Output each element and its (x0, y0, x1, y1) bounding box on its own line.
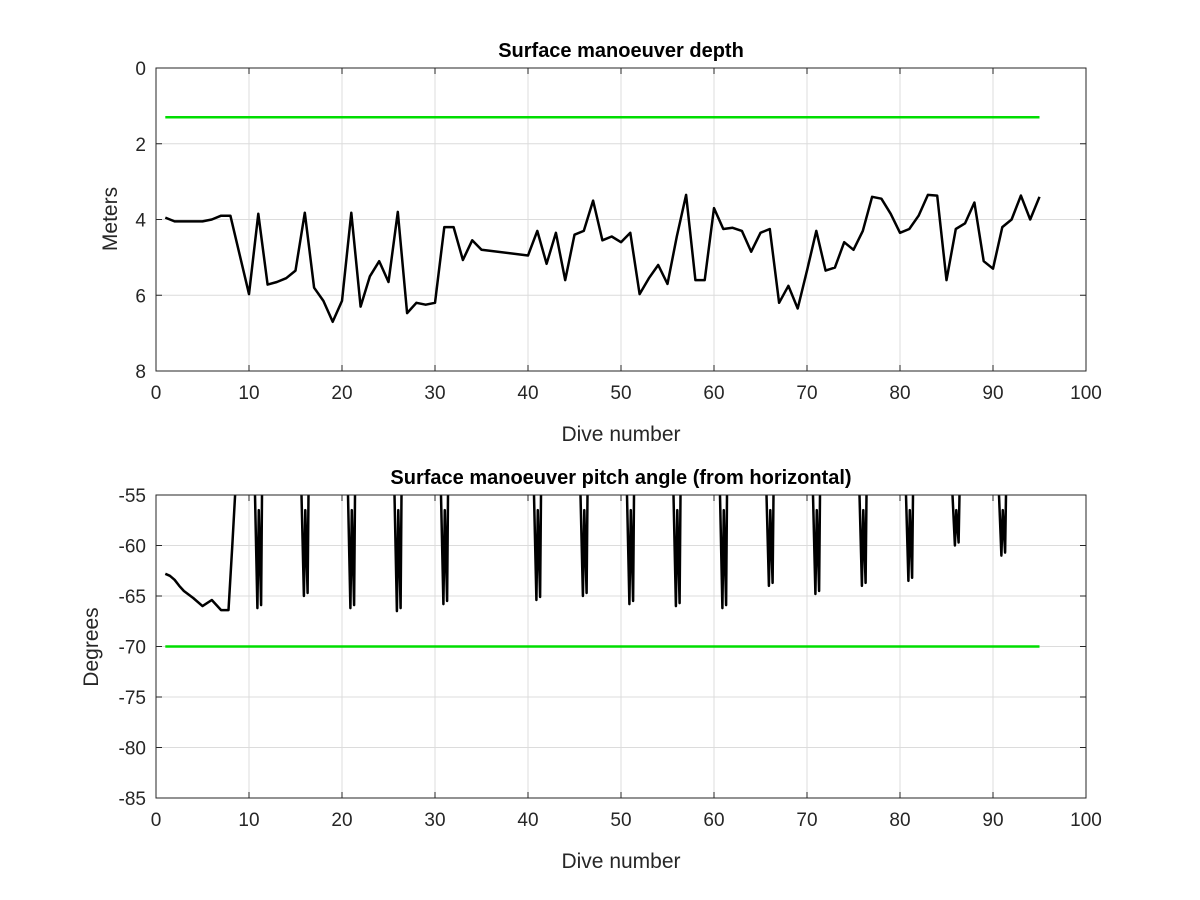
depth-y-tick-label: 8 (135, 362, 146, 383)
pitch-x-tick-label: 10 (238, 810, 259, 831)
depth-x-tick-label: 90 (982, 383, 1003, 404)
depth-x-tick-label: 10 (238, 383, 259, 404)
pitch-x-tick-label: 50 (610, 810, 631, 831)
pitch-x-tick-label: 0 (151, 810, 162, 831)
pitch-plot-lines (164, 494, 1040, 648)
pitch-x-tick-label: 40 (517, 810, 538, 831)
pitch-x-tick-label: 90 (982, 810, 1003, 831)
pitch-y-tick-label: -75 (119, 688, 146, 709)
depth-x-tick-label: 80 (889, 383, 910, 404)
pitch-x-tick-label: 80 (889, 810, 910, 831)
pitch-tick-labels: 0 10 20 30 40 50 60 70 80 90 100 -55 -60 -65 -70 -75 -80… (119, 486, 1102, 831)
depth-y-tick-label: 4 (135, 211, 146, 232)
depth-y-tick-label: 2 (135, 135, 146, 156)
pitch-data-line (164, 494, 237, 612)
pitch-x-tick-label: 100 (1070, 810, 1102, 831)
pitch-spike (672, 494, 682, 608)
depth-x-axis-label: Dive number (561, 423, 680, 446)
pitch-spike (858, 494, 868, 588)
pitch-spike (904, 494, 915, 583)
pitch-y-tick-label: -60 (119, 537, 146, 558)
depth-y-tick-label: 6 (135, 286, 146, 307)
depth-y-tick-label: 0 (135, 59, 146, 80)
pitch-spike (951, 494, 961, 547)
depth-x-tick-label: 0 (151, 383, 162, 404)
depth-x-tick-label: 20 (331, 383, 352, 404)
pitch-x-tick-label: 30 (424, 810, 445, 831)
pitch-chart-title: Surface manoeuver pitch angle (from hori… (390, 467, 851, 489)
pitch-x-tick-label: 20 (331, 810, 352, 831)
depth-x-tick-label: 30 (424, 383, 445, 404)
depth-plot-lines (164, 115, 1041, 324)
pitch-y-tick-label: -55 (119, 486, 146, 507)
depth-chart: 0 10 20 30 40 50 60 70 80 90 100 0 2 4 6 8 Surface mano… (99, 40, 1102, 446)
pitch-y-axis-label: Degrees (80, 607, 103, 686)
pitch-y-tick-label: -70 (119, 638, 146, 659)
pitch-tick-marks (155, 494, 1087, 799)
pitch-spike (346, 494, 357, 610)
pitch-spike (393, 494, 403, 613)
pitch-spike (253, 494, 264, 610)
depth-x-tick-label: 40 (517, 383, 538, 404)
pitch-x-tick-label: 70 (796, 810, 817, 831)
depth-y-axis-label: Meters (99, 187, 122, 251)
pitch-spike (997, 494, 1008, 557)
pitch-spike (625, 494, 636, 606)
pitch-chart: 0 10 20 30 40 50 60 70 80 90 100 -55 -60 -65 -70 -75 -80… (80, 467, 1102, 873)
pitch-spike (811, 494, 822, 596)
depth-chart-title: Surface manoeuver depth (498, 40, 744, 62)
pitch-y-tick-label: -85 (119, 789, 146, 810)
pitch-spike (439, 494, 450, 606)
pitch-x-tick-label: 60 (703, 810, 724, 831)
depth-tick-labels: 0 10 20 30 40 50 60 70 80 90 100 0 2 4 6 8 (135, 59, 1101, 404)
depth-tick-marks (155, 67, 1087, 372)
depth-x-tick-label: 70 (796, 383, 817, 404)
pitch-x-axis-label: Dive number (561, 850, 680, 873)
depth-x-tick-label: 60 (703, 383, 724, 404)
pitch-spike (579, 494, 589, 598)
depth-data-line (164, 193, 1041, 324)
pitch-spike (765, 494, 775, 588)
depth-x-tick-label: 100 (1070, 383, 1102, 404)
pitch-y-tick-label: -65 (119, 587, 146, 608)
depth-x-tick-label: 50 (610, 383, 631, 404)
pitch-y-tick-label: -80 (119, 739, 146, 760)
pitch-spike (300, 494, 310, 598)
pitch-spike (718, 494, 729, 610)
pitch-spike (532, 494, 543, 602)
